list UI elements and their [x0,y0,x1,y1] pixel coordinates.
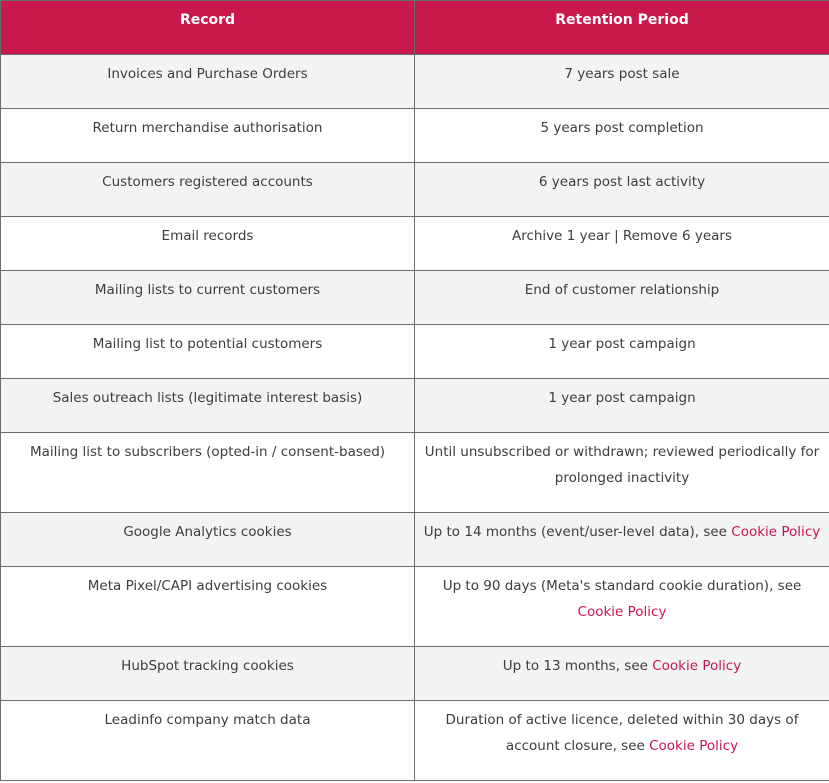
retention-period-cell: Until unsubscribed or withdrawn; reviewe… [414,432,829,513]
table-row: Invoices and Purchase Orders 7 years post… [0,54,829,109]
retention-period-cell: 1 year post campaign [414,378,829,433]
retention-period-text: 1 year post campaign [548,390,696,406]
table-header-row: Record Retention Period [0,0,829,55]
retention-period-cell: Archive 1 year | Remove 6 years [414,216,829,271]
header-record-label: Record [179,12,236,28]
record-cell: Google Analytics cookies [0,512,415,567]
retention-period-cell: 7 years post sale [414,54,829,109]
retention-period-text: Archive 1 year | Remove 6 years [511,228,733,244]
table-row: Google Analytics cookies Up to 14 months … [0,512,829,567]
table-row: Return merchandise authorisation 5 years … [0,108,829,163]
table-row: HubSpot tracking cookies Up to 13 months,… [0,646,829,701]
record-cell: Mailing lists to current customers [0,270,415,325]
retention-period-cell: Up to 13 months, see Cookie Policy [414,646,829,701]
record-cell: Leadinfo company match data [0,700,415,781]
record-cell: Mailing list to subscribers (opted-in / … [0,432,415,513]
table-row: Leadinfo company match data Duration of a… [0,700,829,781]
table-row: Mailing lists to current customers End of… [0,270,829,325]
retention-period-cell: End of customer relationship [414,270,829,325]
table-row: Email records Archive 1 year | Remove 6 y… [0,216,829,271]
cookie-policy-link[interactable]: Cookie Policy [731,524,821,540]
record-cell: Customers registered accounts [0,162,415,217]
retention-period-cell: 1 year post campaign [414,324,829,379]
table-row: Mailing list to subscribers (opted-in / … [0,432,829,513]
record-cell: Sales outreach lists (legitimate interes… [0,378,415,433]
record-cell: Mailing list to potential customers [0,324,415,379]
record-cell: Return merchandise authorisation [0,108,415,163]
retention-period-text: 1 year post campaign [548,336,696,352]
cookie-policy-link[interactable]: Cookie Policy [577,604,667,620]
cookie-policy-link[interactable]: Cookie Policy [649,738,739,754]
retention-period-cell: 5 years post completion [414,108,829,163]
header-retention-period: Retention Period [414,0,829,55]
header-record: Record [0,0,415,55]
retention-period-text: 5 years post completion [540,120,704,136]
table-row: Meta Pixel/CAPI advertising cookies Up to… [0,566,829,647]
retention-period-text: Duration of active licence, deleted with… [445,712,799,754]
retention-period-text: 6 years post last activity [538,174,706,190]
header-retention-period-label: Retention Period [555,12,689,28]
retention-period-cell: 6 years post last activity [414,162,829,217]
table-row: Sales outreach lists (legitimate interes… [0,378,829,433]
retention-period-text: End of customer relationship [524,282,720,298]
record-cell: Email records [0,216,415,271]
retention-period-text: Up to 13 months, see [502,658,653,674]
record-cell: Meta Pixel/CAPI advertising cookies [0,566,415,647]
cookie-policy-link[interactable]: Cookie Policy [652,658,742,674]
table-row: Mailing list to potential customers 1 yea… [0,324,829,379]
record-cell: HubSpot tracking cookies [0,646,415,701]
retention-period-cell: Duration of active licence, deleted with… [414,700,829,781]
record-cell: Invoices and Purchase Orders [0,54,415,109]
retention-period-cell: Up to 14 months (event/user-level data),… [414,512,829,567]
retention-period-text: Up to 14 months (event/user-level data),… [423,524,732,540]
retention-period-cell: Up to 90 days (Meta's standard cookie du… [414,566,829,647]
retention-period-text: Up to 90 days (Meta's standard cookie du… [442,578,802,594]
retention-period-text: 7 years post sale [564,66,680,82]
table-row: Customers registered accounts 6 years pos… [0,162,829,217]
retention-period-text: Until unsubscribed or withdrawn; reviewe… [424,444,820,486]
